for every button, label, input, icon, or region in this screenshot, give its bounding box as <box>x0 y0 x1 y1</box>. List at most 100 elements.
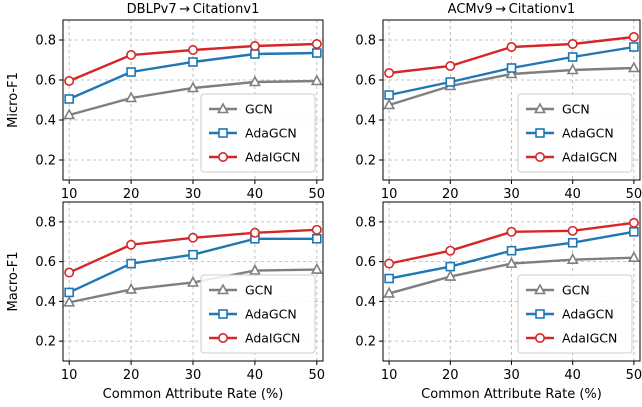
y-tick-label: 0.6 <box>35 255 56 270</box>
data-point-gcn <box>125 282 138 294</box>
data-point-gcn <box>310 262 323 274</box>
legend-box <box>200 93 316 173</box>
x-tick-label: 50 <box>309 187 326 202</box>
legend-marker <box>534 152 545 163</box>
data-point-adagcn <box>188 57 198 67</box>
data-point-adagcn <box>506 245 517 256</box>
subplot-title: ACMv9 → Citationv1 <box>448 2 576 17</box>
data-point-adaigcn <box>445 60 456 71</box>
y-tick-label: 0.4 <box>35 114 56 129</box>
x-tick-label: 40 <box>564 368 581 383</box>
legend: GCN AdaGCN AdaIGCN <box>517 274 633 354</box>
y-tick-label: 0.6 <box>35 74 56 89</box>
data-point-adaigcn <box>567 38 578 49</box>
data-point-adaigcn <box>188 44 199 55</box>
data-point-adaigcn <box>249 40 260 51</box>
data-point-gcn <box>383 286 396 298</box>
data-point-gcn <box>627 61 640 73</box>
legend: GCN AdaGCN AdaIGCN <box>200 274 316 354</box>
x-tick-label: 10 <box>381 368 398 383</box>
subplot-1: 0.2 0.4 0.6 0.8 10 20 30 40 50 DBLPv7 → Citationv… <box>6 2 325 202</box>
data-point-adaigcn <box>64 267 75 278</box>
x-tick-label: 50 <box>626 368 642 383</box>
legend-label: AdaGCN <box>562 307 614 322</box>
y-tick-label: 0.4 <box>35 295 56 310</box>
data-point-adagcn <box>188 249 198 260</box>
subplot-4: 0.2 0.4 0.6 0.8 10 20 30 40 50 Common Attribute R… <box>355 201 642 402</box>
data-point-gcn <box>310 74 323 86</box>
legend-marker <box>217 283 229 295</box>
data-point-gcn <box>566 252 579 264</box>
x-tick-label: 30 <box>503 368 520 383</box>
legend-label: AdaIGCN <box>245 150 300 165</box>
legend-marker <box>218 128 228 138</box>
data-point-gcn <box>125 91 138 103</box>
data-point-adaigcn <box>628 31 639 42</box>
legend-label: AdaGCN <box>245 126 297 141</box>
data-point-adaigcn <box>506 41 517 52</box>
data-point-gcn <box>505 67 518 79</box>
legend-marker <box>217 102 229 114</box>
data-point-adagcn <box>250 49 260 59</box>
subplot-title: DBLPv7 → Citationv1 <box>127 2 260 17</box>
y-tick-label: 0.8 <box>35 215 56 230</box>
data-point-adagcn <box>629 42 639 52</box>
data-point-gcn <box>187 81 199 93</box>
data-point-gcn <box>627 250 640 262</box>
x-tick-label: 10 <box>61 368 78 383</box>
data-point-gcn <box>187 275 199 287</box>
legend-box <box>517 93 633 173</box>
x-tick-label: 40 <box>247 368 264 383</box>
legend-marker <box>535 128 545 138</box>
x-tick-label: 50 <box>626 187 642 202</box>
data-point-adaigcn <box>384 68 395 79</box>
y-tick-label: 0.8 <box>355 215 376 230</box>
data-point-adagcn <box>506 63 517 73</box>
legend: GCN AdaGCN AdaIGCN <box>200 93 316 173</box>
data-point-adaigcn <box>249 227 260 238</box>
data-point-gcn <box>248 263 261 275</box>
y-tick-label: 0.8 <box>35 34 56 49</box>
x-axis-label: Common Attribute Rate (%) <box>421 387 602 402</box>
legend-label: GCN <box>562 283 590 298</box>
x-tick-label: 20 <box>123 187 140 202</box>
x-tick-label: 30 <box>503 187 520 202</box>
legend-label: GCN <box>245 102 273 117</box>
legend-marker <box>534 332 545 343</box>
y-tick-label: 0.2 <box>35 154 56 169</box>
data-point-adagcn <box>445 261 456 272</box>
data-point-adagcn <box>567 52 578 62</box>
data-point-gcn <box>63 295 76 307</box>
data-point-adaigcn <box>384 258 395 269</box>
data-point-adagcn <box>312 233 322 244</box>
x-tick-label: 50 <box>309 368 326 383</box>
x-tick-label: 10 <box>381 187 398 202</box>
legend: GCN AdaGCN AdaIGCN <box>517 93 633 173</box>
data-point-adaigcn <box>567 225 578 236</box>
data-point-gcn <box>248 75 261 87</box>
x-tick-label: 10 <box>61 187 78 202</box>
y-tick-label: 0.8 <box>355 34 376 49</box>
legend-box <box>200 274 316 354</box>
subplot-3: 0.2 0.4 0.6 0.8 10 20 30 40 50 Common Attribute R… <box>6 201 326 402</box>
data-point-adagcn <box>567 237 578 248</box>
data-point-gcn <box>566 63 579 75</box>
data-point-adaigcn <box>188 232 199 243</box>
data-point-adagcn <box>64 94 74 104</box>
data-point-adaigcn <box>628 217 639 228</box>
legend-marker <box>534 102 546 114</box>
y-tick-label: 0.2 <box>355 335 376 350</box>
data-point-gcn <box>444 269 457 281</box>
data-point-adagcn <box>629 227 639 237</box>
data-point-adagcn <box>312 48 322 58</box>
y-tick-label: 0.2 <box>35 335 56 350</box>
data-point-adagcn <box>126 258 136 269</box>
data-point-adaigcn <box>126 49 137 60</box>
legend-marker <box>218 309 228 319</box>
data-point-adagcn <box>384 90 394 100</box>
data-point-adagcn <box>64 287 74 298</box>
legend-marker <box>218 152 229 163</box>
data-point-gcn <box>63 108 76 120</box>
x-tick-label: 40 <box>564 187 581 202</box>
data-point-adagcn <box>384 273 394 284</box>
